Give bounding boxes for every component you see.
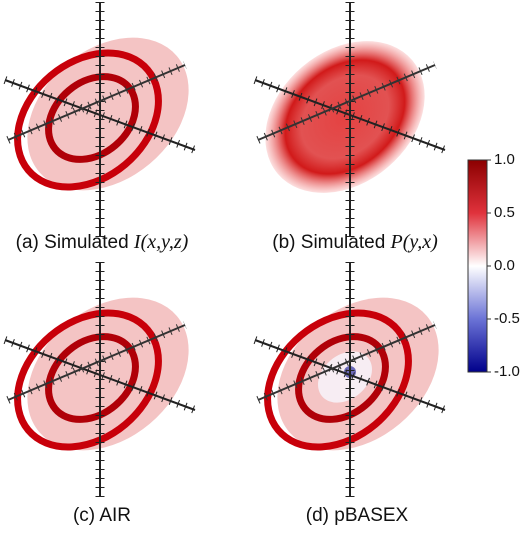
- colorbar-tick-label: 0.5: [494, 204, 515, 221]
- colorbar-tick-label: -1.0: [494, 363, 520, 380]
- caption-a-math: I(x,y,z): [133, 231, 189, 253]
- panel-c-render: [0, 262, 219, 497]
- caption-a-label: (a) Simulated: [16, 232, 129, 253]
- panel-d-render: [241, 262, 469, 497]
- colorbar: [467, 159, 488, 373]
- colorbar-tick-label: 0.0: [494, 257, 515, 274]
- caption-b: (b) Simulated P(y,x): [272, 231, 438, 253]
- panel-a-render: [0, 2, 219, 237]
- caption-a: (a) Simulated I(x,y,z): [16, 231, 189, 253]
- colorbar-tick-label: 1.0: [494, 151, 515, 168]
- caption-b-label: (b) Simulated: [272, 232, 385, 253]
- caption-d: (d) pBASEX: [306, 505, 409, 526]
- panel-b-render: [235, 2, 455, 237]
- caption-b-math: P(y,x): [390, 231, 439, 253]
- colorbar-tick-label: -0.5: [494, 310, 520, 327]
- colorbar-axis: 1.0 0.5 0.0 -0.5 -1.0: [487, 151, 520, 380]
- caption-c: (c) AIR: [73, 505, 131, 526]
